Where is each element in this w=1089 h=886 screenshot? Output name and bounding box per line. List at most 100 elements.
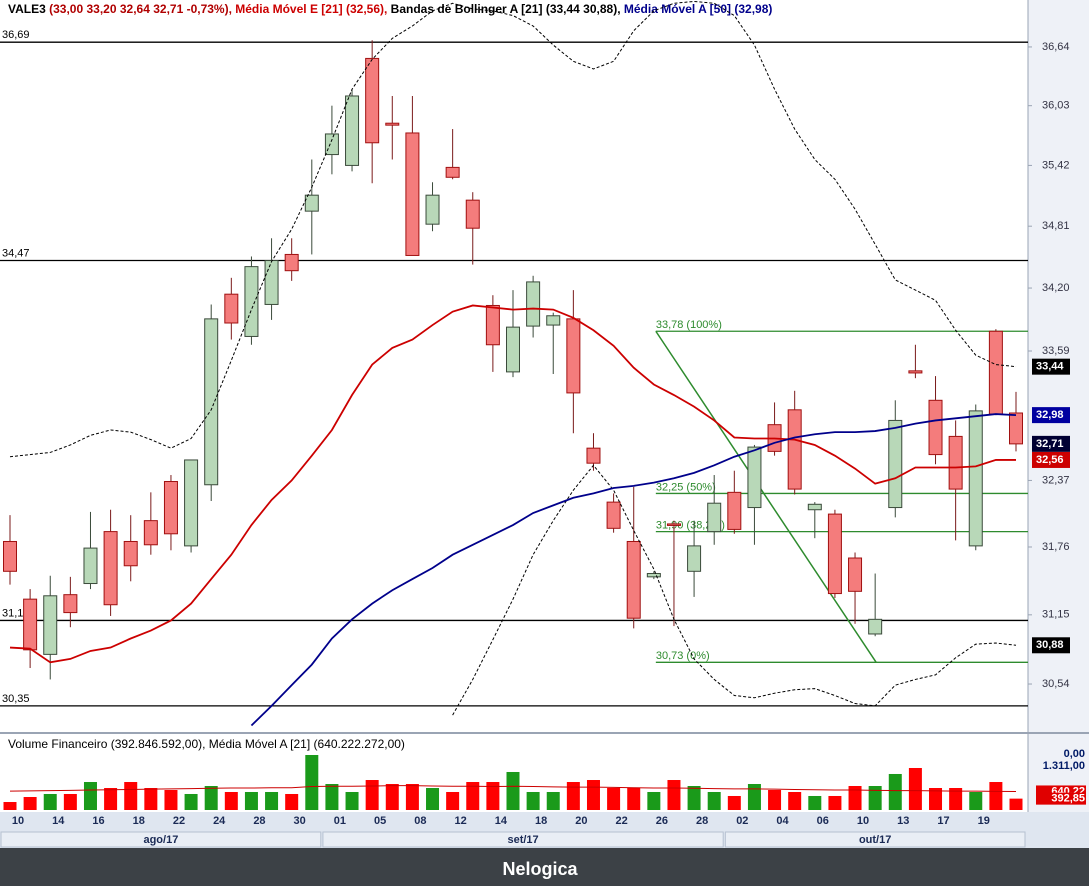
volume-bar: [164, 789, 178, 810]
volume-scale-label: 1.311,00: [1043, 760, 1085, 772]
x-tick-label: 22: [173, 815, 185, 827]
x-tick-label: 01: [334, 815, 346, 827]
y-tick-label: 33,59: [1042, 345, 1070, 357]
volume-bar: [3, 802, 17, 810]
horizontal-line-label: 30,35: [2, 693, 30, 705]
volume-bar: [627, 788, 641, 810]
volume-bar: [486, 782, 500, 810]
price-badge: [1032, 407, 1070, 424]
volume-bar: [667, 780, 681, 810]
month-band: [724, 831, 1026, 848]
price-badge: [1032, 451, 1070, 468]
volume-bar: [385, 784, 399, 810]
candle-body: [244, 266, 259, 337]
price-badge-label: 32,98: [1036, 409, 1064, 421]
volume-bar: [184, 793, 198, 810]
x-tick-label: 12: [455, 815, 467, 827]
x-tick-label: 13: [897, 815, 909, 827]
candle-body: [304, 194, 319, 212]
x-tick-label: 06: [817, 815, 829, 827]
volume-bar: [144, 788, 158, 810]
x-tick-label: 28: [696, 815, 708, 827]
candle-body: [666, 523, 681, 526]
fib-label: 30,73 (0%): [656, 650, 710, 662]
candle-body: [385, 122, 400, 126]
volume-bar: [405, 784, 419, 810]
y-tick-label: 36,64: [1042, 41, 1070, 53]
volume-bar: [104, 788, 118, 810]
price-badge-label: 32,71: [1036, 438, 1064, 450]
brand: Nelogica: [502, 859, 578, 879]
candle-body: [807, 503, 822, 511]
candle-body: [506, 326, 520, 373]
x-tick-label: 30: [294, 815, 306, 827]
candle-body: [546, 315, 561, 326]
candle-body: [123, 540, 138, 567]
legend-value: (32,98): [731, 2, 772, 16]
candle-body: [83, 547, 98, 585]
x-tick-label: 28: [253, 815, 265, 827]
volume-bar: [888, 773, 902, 810]
month-label: ago/17: [143, 834, 178, 846]
price-badge-label: 33,44: [1036, 361, 1064, 373]
month-band: [0, 831, 322, 848]
x-tick-label: 18: [133, 815, 145, 827]
footer: [0, 848, 1089, 886]
candle-body: [646, 573, 661, 578]
candle-body: [586, 447, 601, 464]
price-badge-label: 32,56: [1036, 454, 1064, 466]
month-label: out/17: [859, 834, 891, 846]
volume-bar: [325, 784, 339, 810]
x-tick-label: 17: [937, 815, 949, 827]
volume-bar: [204, 786, 218, 810]
volume-bar: [285, 793, 299, 810]
band-upper: [9, 0, 1017, 458]
y-tick-label: 31,76: [1042, 541, 1070, 553]
candle-body: [968, 410, 983, 547]
x-tick-label: 02: [736, 815, 748, 827]
candle-body: [445, 166, 460, 178]
fib-label: 32,25 (50%): [656, 481, 716, 493]
indicator-line: [9, 304, 1016, 664]
candle-body: [787, 409, 802, 490]
volume-bar: [506, 771, 520, 810]
volume-bar: [546, 791, 560, 810]
price-badge: [1032, 435, 1070, 452]
candle-body: [3, 540, 17, 572]
candle-body: [827, 513, 842, 595]
volume-bar: [768, 789, 782, 810]
x-tick-label: 05: [374, 815, 386, 827]
volume-bar: [808, 795, 822, 810]
volume-bar: [244, 791, 258, 810]
volume-bar: [989, 782, 1003, 810]
legend: VALE3 (33,00 33,20 32,64 32,71 -0,73%), …: [8, 2, 772, 16]
horizontal-line-label: 34,47: [2, 247, 30, 259]
volume-bar: [305, 755, 319, 810]
volume-bar: [23, 797, 37, 810]
y-tick-label: 32,37: [1042, 474, 1070, 486]
volume-bar: [365, 780, 379, 810]
candle-body: [888, 419, 903, 509]
x-tick-label: 08: [414, 815, 426, 827]
candle-body: [365, 57, 380, 144]
volume-bar: [929, 788, 943, 810]
x-tick-label: 22: [615, 815, 627, 827]
x-tick-label: 14: [495, 815, 508, 827]
candle-body: [526, 281, 541, 327]
candle-body: [1009, 412, 1023, 445]
volume-bar: [607, 788, 621, 810]
volume-badge: [1036, 792, 1086, 805]
candle-body: [988, 330, 1003, 415]
candle-body: [566, 318, 581, 394]
volume-bar: [426, 788, 440, 810]
volume-bar: [446, 791, 460, 810]
horizontal-line-label: 36,69: [2, 29, 30, 41]
volume-bar: [526, 791, 540, 810]
indicator-line: [250, 413, 1017, 727]
volume-average: [9, 785, 1017, 792]
volume-bar: [1009, 798, 1023, 810]
volume-bar: [466, 782, 480, 810]
x-tick-label: 10: [857, 815, 869, 827]
